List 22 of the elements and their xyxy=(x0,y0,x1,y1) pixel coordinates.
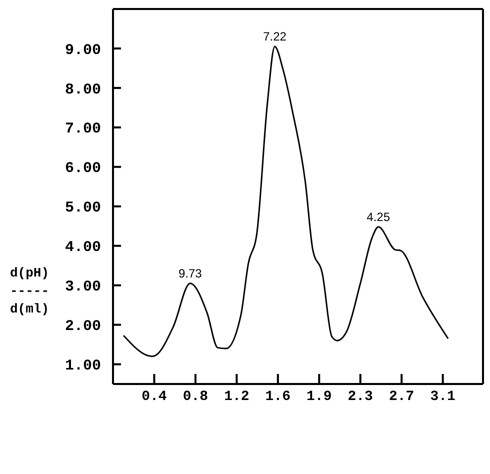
x-tick-label: 1.2 xyxy=(224,388,250,405)
x-tick-label: 0.4 xyxy=(142,388,167,405)
x-tick-label: 3.1 xyxy=(430,388,456,405)
x-tick-label: 1.9 xyxy=(306,388,332,405)
x-tick-label: 2.3 xyxy=(348,388,373,405)
y-tick-label: 1.00 xyxy=(64,358,101,375)
y-tick-label: 2.00 xyxy=(64,318,101,336)
y-tick-label: 5.00 xyxy=(64,200,101,217)
y-tick-label: 9.00 xyxy=(64,42,101,59)
y-axis-title: d(pH) ----- d(ml) xyxy=(10,266,50,316)
y-tick-label: 7.00 xyxy=(64,120,101,138)
line-series xyxy=(122,46,449,358)
x-tick-label: 0.8 xyxy=(182,388,208,405)
x-tick-label: 1.6 xyxy=(265,388,291,405)
annotation: 4.25 xyxy=(366,210,390,224)
y-tick-label: 4.00 xyxy=(64,239,101,256)
y-tick-label: 8.00 xyxy=(64,81,101,98)
y-tick-label: 3.00 xyxy=(64,278,101,296)
x-tick-label: 2.7 xyxy=(388,388,414,405)
annotation: 7.22 xyxy=(263,30,287,44)
annotation: 9.73 xyxy=(178,266,202,280)
y-tick-label: 6.00 xyxy=(64,160,101,178)
